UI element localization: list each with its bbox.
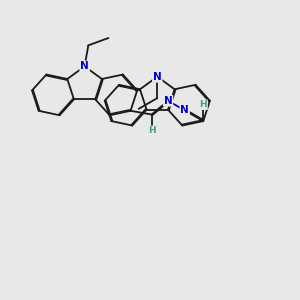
- Text: N: N: [153, 72, 162, 82]
- Text: H: H: [200, 100, 207, 109]
- Text: N: N: [180, 105, 189, 116]
- Text: H: H: [148, 126, 155, 135]
- Text: N: N: [164, 96, 172, 106]
- Text: N: N: [80, 61, 89, 71]
